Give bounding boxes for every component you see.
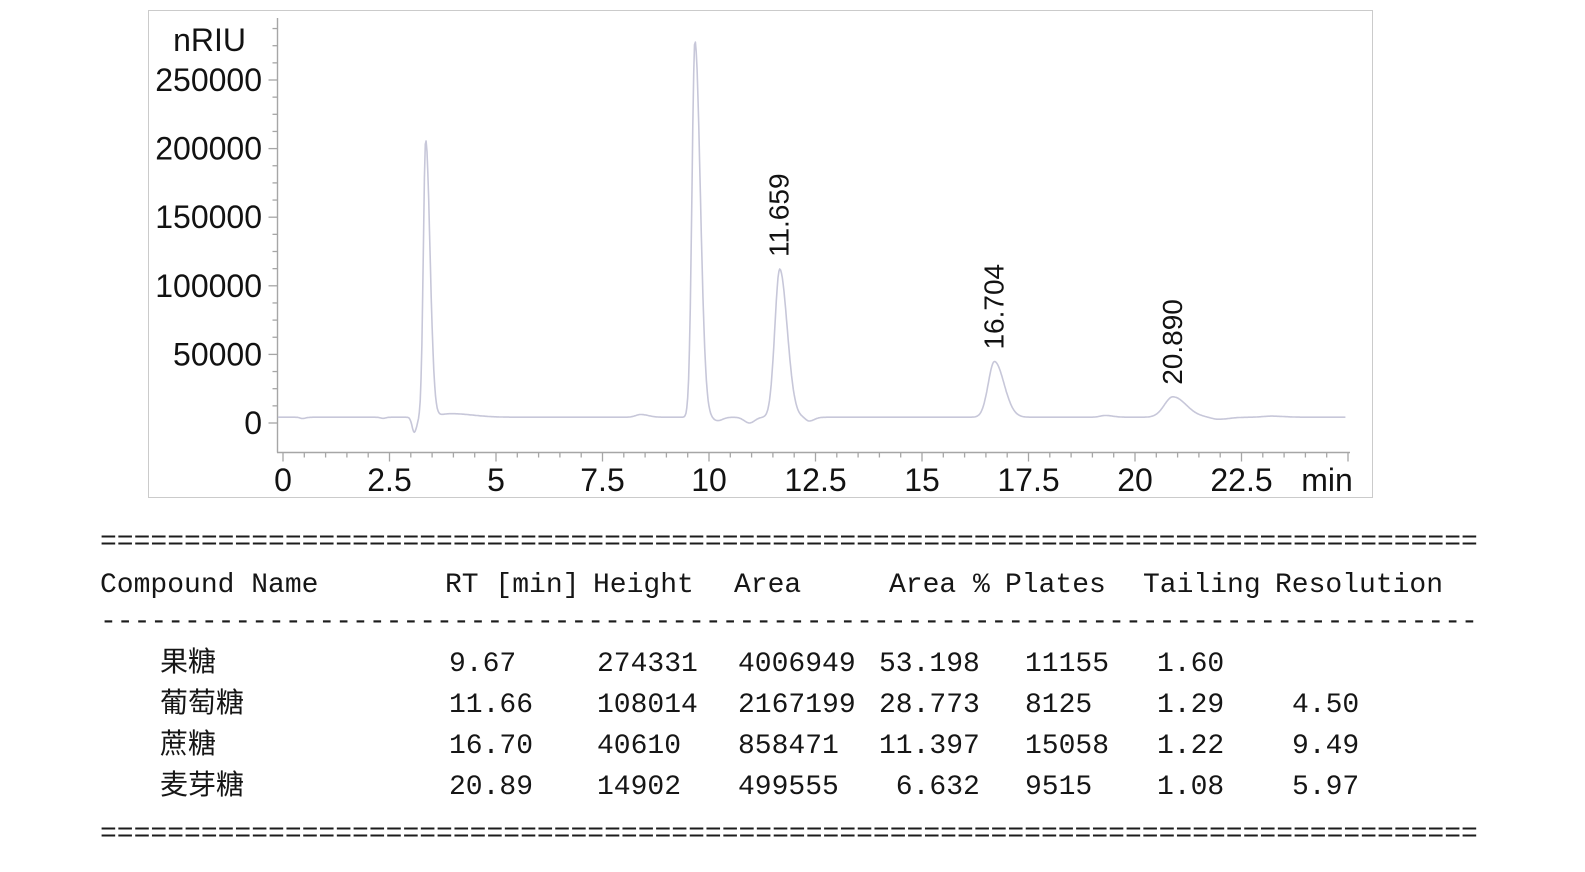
cell-compound: 葡萄糖 [160, 690, 245, 721]
cell-area-pct-value: 53.198 [879, 649, 980, 680]
cell-area-pct-value: 11.397 [879, 731, 980, 762]
cell-tailing: 1.22 [1157, 731, 1225, 762]
chromatogram-plot: 0 50000 100000 150000 200000 250000 nRIU 0 2.5 5 7… [148, 10, 1373, 498]
chromatogram-trace [277, 41, 1346, 434]
y-axis-tick-label: 0 [244, 405, 262, 441]
column-header-tailing: Tailing [1143, 570, 1261, 601]
peak-rt-label: 16.704 [978, 264, 1009, 350]
column-header-area: Area [734, 570, 802, 601]
cell-height: 108014 [597, 690, 698, 721]
cell-rt: 16.70 [449, 731, 534, 762]
cell-plates: 8125 [1025, 690, 1093, 721]
cell-tailing: 1.29 [1157, 690, 1225, 721]
cell-area: 4006949 [738, 649, 856, 680]
cell-height: 14902 [597, 772, 682, 803]
x-axis-tick-label: 17.5 [997, 462, 1059, 498]
y-axis-tick-label: 50000 [173, 336, 262, 372]
cell-tailing: 1.08 [1157, 772, 1225, 803]
cell-resolution: 9.49 [1292, 731, 1360, 762]
cell-resolution: 4.50 [1292, 690, 1360, 721]
table-body: 果糖 9.67 274331 4006949 53.198 11155 1.60 葡萄糖 11.… [100, 644, 1500, 808]
plot-border [148, 10, 1373, 498]
x-axis-tick-label: 15 [904, 462, 940, 498]
column-header-area_pct: Area % [889, 570, 990, 601]
x-axis-tick-label: 10 [691, 462, 727, 498]
cell-compound: 蔗糖 [160, 731, 217, 762]
peak-rt-label: 11.659 [764, 173, 795, 257]
cell-plates: 15058 [1025, 731, 1110, 762]
cell-rt: 20.89 [449, 772, 534, 803]
x-axis-tick-label: 7.5 [580, 462, 624, 498]
x-axis-tick-label: 12.5 [784, 462, 846, 498]
cell-area_pct: 6.632 [879, 767, 1005, 808]
x-axis-tick-label: 20 [1117, 462, 1153, 498]
column-header-rt: RT [min] [445, 570, 580, 601]
table-row: 葡萄糖 11.66 108014 2167199 28.773 8125 1.29 4.50 [100, 685, 1500, 726]
cell-area: 858471 [738, 731, 839, 762]
cell-compound: 麦芽糖 [160, 772, 245, 803]
cell-plates: 11155 [1025, 649, 1110, 680]
cell-plates: 9515 [1025, 772, 1093, 803]
table-top-rule: ========================================… [100, 527, 1478, 558]
table-row: 果糖 9.67 274331 4006949 53.198 11155 1.60 [100, 644, 1500, 685]
cell-height: 40610 [597, 731, 682, 762]
column-header-resolution: Resolution [1275, 570, 1444, 601]
cell-rt: 11.66 [449, 690, 534, 721]
cell-height: 274331 [597, 649, 698, 680]
cell-area_pct: 28.773 [879, 685, 1005, 726]
cell-tailing: 1.60 [1157, 649, 1225, 680]
y-axis-tick-label: 150000 [155, 199, 262, 235]
table-row: 蔗糖 16.70 40610 858471 11.397 15058 1.22 9.49 [100, 726, 1500, 767]
column-header-compound: Compound Name [100, 570, 319, 601]
x-axis-tick-label: 5 [487, 462, 505, 498]
peak-results-table: ========================================… [100, 526, 1500, 852]
cell-area_pct: 53.198 [879, 644, 1005, 685]
y-axis-tick-label: 200000 [155, 131, 262, 167]
peak-rt-label: 20.890 [1157, 299, 1188, 385]
x-axis-tick-label: 22.5 [1210, 462, 1272, 498]
x-axis-tick-label: 0 [274, 462, 292, 498]
cell-area: 499555 [738, 772, 839, 803]
cell-rt: 9.67 [449, 649, 517, 680]
column-header-plates: Plates [1005, 570, 1106, 601]
y-axis-tick-label: 250000 [155, 62, 262, 98]
x-axis-tick-label: 2.5 [367, 462, 411, 498]
cell-area-pct-value: 6.632 [895, 772, 980, 803]
cell-resolution [1275, 644, 1460, 685]
y-axis-tick-label: 100000 [155, 268, 262, 304]
table-row: 麦芽糖 20.89 14902 499555 6.632 9515 1.08 5.97 [100, 767, 1500, 808]
table-header-separator: ----------------------------------------… [100, 607, 1478, 638]
y-axis-unit-label: nRIU [173, 22, 246, 58]
chromatogram-panel: 0 50000 100000 150000 200000 250000 nRIU 0 2.5 5 7… [148, 10, 1373, 498]
cell-area: 2167199 [738, 690, 856, 721]
cell-resolution: 5.97 [1292, 772, 1360, 803]
cell-area_pct: 11.397 [879, 726, 1005, 767]
cell-compound: 果糖 [160, 649, 217, 680]
table-bottom-rule: ========================================… [100, 819, 1478, 850]
table-header-row: Compound Name RT [min] Height Area Area % Pla… [100, 566, 1500, 606]
x-axis-unit-label: min [1301, 462, 1353, 498]
column-header-height: Height [593, 570, 694, 601]
cell-area-pct-value: 28.773 [879, 690, 980, 721]
